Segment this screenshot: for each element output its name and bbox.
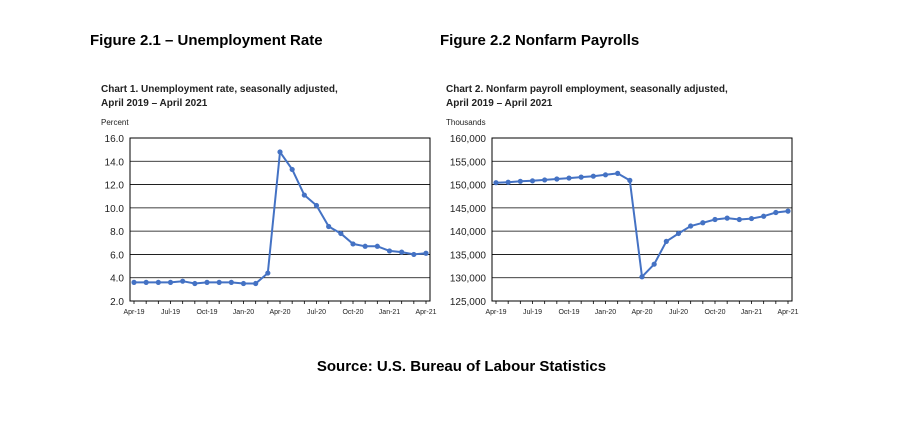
data-point [326,223,332,230]
x-tick-label: Oct-20 [704,309,725,316]
data-point [216,279,222,285]
x-tick-label: Apr-21 [415,309,436,316]
data-point [313,202,320,209]
x-tick-label: Jan-21 [741,309,763,316]
data-point [228,279,234,285]
data-point [143,279,149,285]
plot-frame [129,137,431,302]
x-tick-label: Jul-20 [307,309,326,316]
y-tick-label: 135,000 [450,250,487,261]
y-tick-label: 2.0 [110,297,124,308]
data-point [663,238,669,244]
data-point [253,280,259,287]
x-tick-label: Oct-20 [342,309,363,316]
x-tick-label: Apr-21 [777,309,798,316]
data-point [542,177,548,183]
data-point [517,178,523,184]
data-point [411,251,417,258]
y-tick-label: 14.0 [105,157,125,168]
unemployment-rate-chart: Chart 1. Unemployment rate, seasonally a… [101,84,437,316]
data-point [688,223,694,229]
data-point [566,175,572,181]
data-point [712,216,718,223]
y-tick-label: 140,000 [450,227,487,238]
chart-title: Chart 2. Nonfarm payroll employment, sea… [446,84,728,95]
data-point [627,177,633,183]
y-tick-label: 155,000 [450,157,487,168]
figure-title-payrolls: Figure 2.2 Nonfarm Payrolls [440,32,640,49]
chart-title: Chart 1. Unemployment rate, seasonally a… [101,84,338,95]
data-point [602,172,609,178]
y-tick-label: 130,000 [450,274,487,285]
x-tick-label: Jul-19 [523,309,542,316]
y-tick-label: 12.0 [105,181,125,192]
series-line [134,149,427,285]
x-tick-label: Oct-19 [558,309,579,316]
source-note: Source: U.S. Bureau of Labour Statistics [316,358,607,375]
data-point [493,180,499,186]
data-point [578,174,584,180]
data-point [265,270,271,276]
data-point [748,215,755,222]
data-point [554,176,560,182]
x-tick-label: Apr-19 [123,309,144,316]
y-tick-label: 8.0 [110,227,124,238]
y-tick-label: 10.0 [105,204,125,215]
y-tick-label: 145,000 [450,204,487,215]
y-tick-label: 6.0 [110,250,124,261]
data-point [423,250,429,256]
data-point [785,208,791,214]
data-point [399,249,405,255]
data-point [277,149,283,155]
data-point [131,279,137,285]
data-point [773,209,779,216]
data-point [301,192,307,198]
y-tick-label: 4.0 [110,274,124,285]
chart-subtitle: April 2019 – April 2021 [101,98,208,109]
data-point [675,230,682,237]
x-tick-label: Apr-19 [485,309,506,316]
data-point [289,166,295,173]
y-axis-label: Percent [101,118,129,127]
chart-subtitle: April 2019 – April 2021 [446,98,553,109]
data-point [350,241,356,247]
data-point [362,243,368,249]
x-tick-label: Oct-19 [196,309,217,316]
data-point [700,220,706,226]
x-tick-label: Jan-20 [233,309,255,316]
data-point [167,279,174,285]
data-point [529,178,536,184]
x-tick-label: Apr-20 [631,309,652,316]
data-point [590,173,596,179]
x-tick-label: Jul-19 [161,309,180,316]
data-point [639,274,645,280]
x-tick-label: Jan-20 [595,309,617,316]
data-point [736,216,742,223]
x-tick-label: Jul-20 [669,309,688,316]
x-tick-label: Apr-20 [269,309,290,316]
data-point [615,170,621,176]
data-point [180,278,186,284]
data-point [386,248,393,254]
x-tick-label: Jan-21 [379,309,401,316]
y-tick-label: 16.0 [105,134,125,145]
data-point [505,179,511,185]
y-tick-label: 125,000 [450,297,487,308]
y-tick-label: 160,000 [450,134,487,145]
data-point [651,261,657,267]
data-point [155,279,161,285]
data-point [338,230,344,237]
data-point [204,279,210,285]
data-point [240,280,247,287]
data-point [374,243,380,249]
y-tick-label: 150,000 [450,181,487,192]
series-line [495,172,789,279]
nonfarm-payrolls-chart: Chart 2. Nonfarm payroll employment, sea… [446,84,799,316]
figure-title-unemployment: Figure 2.1 – Unemployment Rate [90,32,323,49]
data-point [192,280,198,287]
data-point [761,213,767,219]
y-axis-label: Thousands [446,118,486,127]
data-point [724,215,730,221]
